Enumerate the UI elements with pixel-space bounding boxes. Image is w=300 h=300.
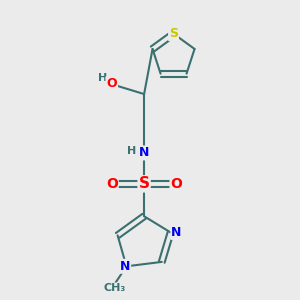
Text: O: O bbox=[171, 177, 182, 191]
Text: S: S bbox=[139, 176, 150, 191]
Text: N: N bbox=[139, 146, 149, 159]
Text: CH₃: CH₃ bbox=[103, 284, 126, 293]
Text: N: N bbox=[120, 260, 130, 273]
Text: H: H bbox=[98, 74, 107, 83]
Text: N: N bbox=[171, 226, 182, 239]
Text: O: O bbox=[106, 77, 117, 90]
Text: H: H bbox=[127, 146, 136, 157]
Text: O: O bbox=[106, 177, 118, 191]
Text: S: S bbox=[169, 27, 178, 40]
